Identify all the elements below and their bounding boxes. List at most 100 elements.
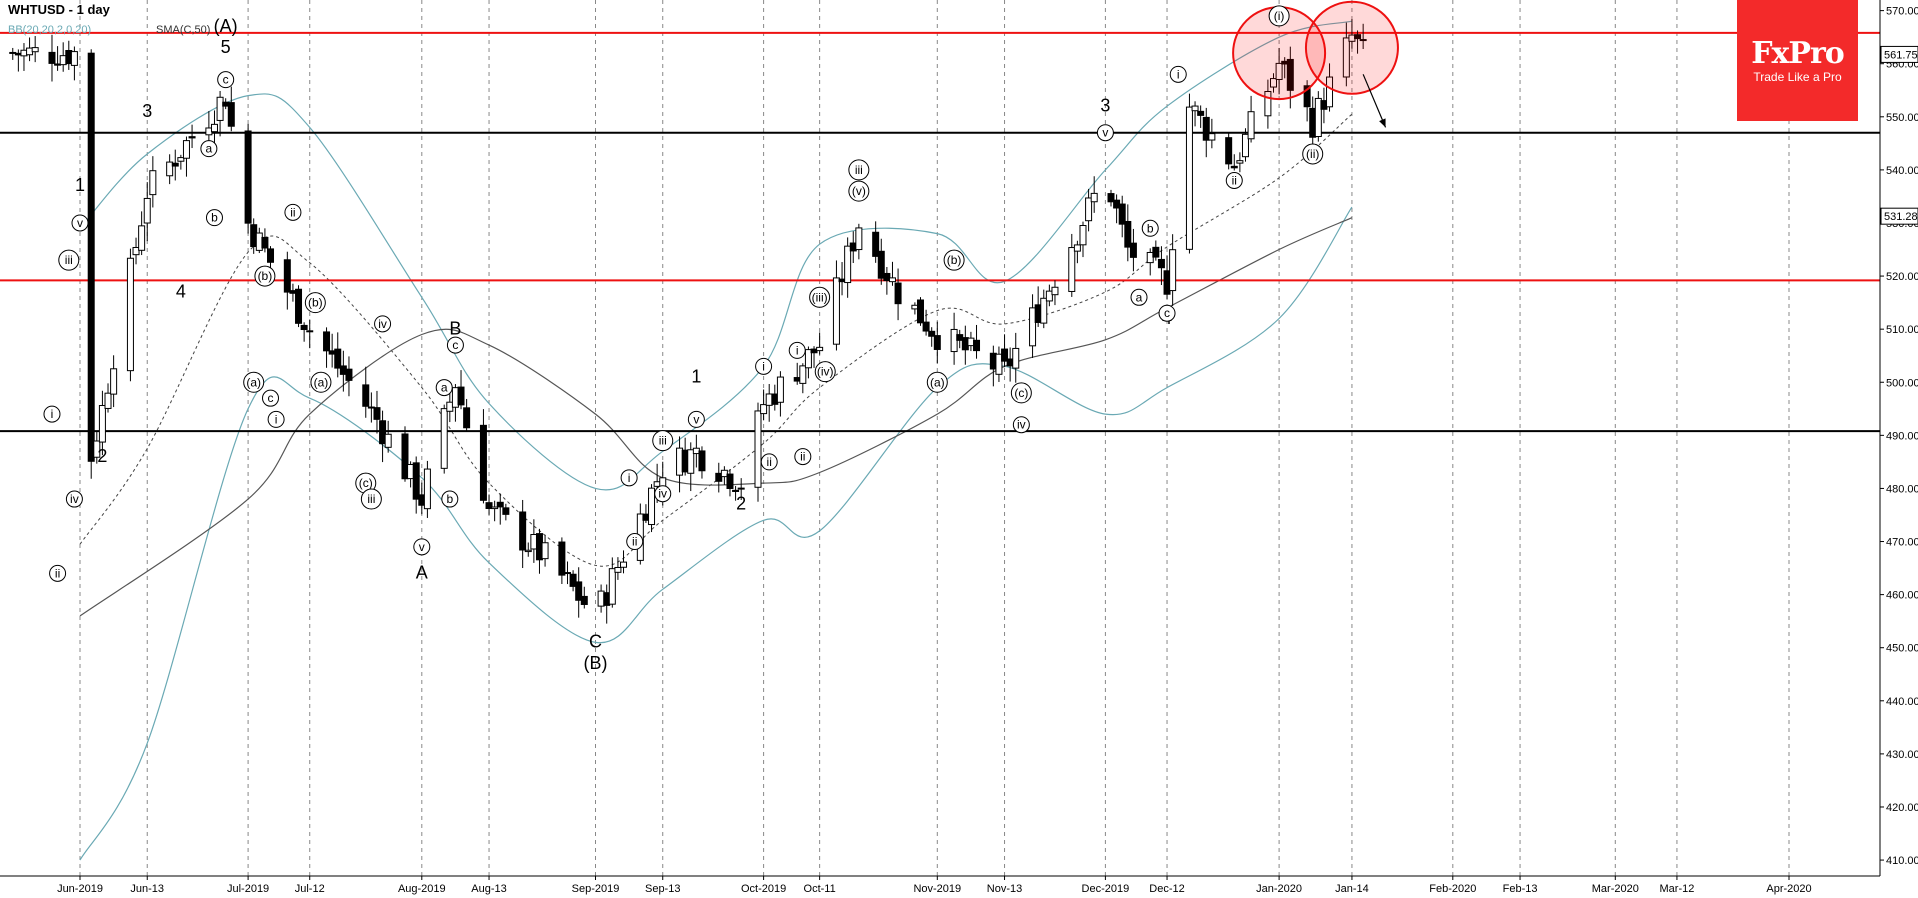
candle-down bbox=[306, 330, 314, 333]
circled-wave-label: ii bbox=[767, 455, 772, 469]
candle-down bbox=[463, 407, 471, 429]
candle-down bbox=[412, 462, 420, 500]
circled-wave-label: (iv) bbox=[817, 365, 834, 379]
candle-up bbox=[1359, 39, 1367, 42]
candle-up bbox=[648, 487, 656, 526]
candle-up bbox=[255, 232, 263, 251]
candle-down bbox=[1129, 242, 1137, 258]
candle-down bbox=[300, 324, 308, 331]
circled-wave-label: c bbox=[223, 73, 229, 87]
candle-up bbox=[216, 96, 224, 121]
candle-down bbox=[715, 472, 723, 482]
price-label-box bbox=[1880, 45, 1918, 63]
candle-down bbox=[362, 384, 370, 407]
candle-up bbox=[614, 566, 622, 573]
highlight-circle bbox=[1304, 0, 1399, 95]
wave-circle bbox=[446, 336, 464, 354]
circled-wave-label: b bbox=[1147, 221, 1154, 235]
candle-down bbox=[580, 595, 588, 605]
projection-arrow-head bbox=[1379, 118, 1386, 128]
wave-label: 4 bbox=[176, 281, 186, 301]
candle-down bbox=[989, 352, 997, 370]
wave-circle bbox=[943, 249, 965, 271]
candle-up bbox=[765, 393, 773, 406]
wave-circle bbox=[1268, 5, 1290, 27]
candle-up bbox=[950, 328, 958, 353]
candle-up bbox=[1012, 347, 1020, 369]
candle-up bbox=[205, 127, 213, 136]
candle-up bbox=[132, 246, 140, 256]
candle-down bbox=[535, 533, 543, 561]
candle-down bbox=[1001, 348, 1009, 362]
candle-up bbox=[104, 392, 112, 409]
x-tick-label: Apr-2020 bbox=[1766, 883, 1811, 895]
candle-down bbox=[973, 339, 981, 352]
candle-down bbox=[793, 377, 801, 382]
wave-circle bbox=[760, 453, 778, 471]
wave-circle bbox=[687, 410, 705, 428]
x-tick-label: Aug-2019 bbox=[398, 883, 446, 895]
circled-wave-label: i bbox=[51, 407, 54, 421]
circled-wave-label: (c) bbox=[359, 476, 373, 490]
candle-down bbox=[519, 511, 527, 551]
wave-circle bbox=[814, 361, 836, 383]
y-tick-label: 470.00 bbox=[1886, 537, 1918, 549]
candle-down bbox=[894, 282, 902, 305]
candle-down bbox=[849, 242, 857, 252]
candle-up bbox=[760, 404, 768, 415]
logo-tagline: Trade Like a Pro bbox=[1753, 70, 1842, 84]
candle-up bbox=[110, 368, 118, 395]
candle-down bbox=[1197, 110, 1205, 116]
candle-down bbox=[227, 102, 235, 127]
candle-down bbox=[261, 236, 269, 249]
candle-down bbox=[1309, 107, 1317, 138]
circled-wave-label: (c) bbox=[1014, 386, 1028, 400]
candle-down bbox=[1034, 304, 1042, 323]
x-tick-label: Sep-13 bbox=[645, 883, 680, 895]
wave-circle bbox=[809, 286, 831, 308]
candle-down bbox=[1163, 270, 1171, 295]
circled-wave-label: (a) bbox=[930, 375, 945, 389]
candle-up bbox=[967, 337, 975, 347]
circled-wave-label: c bbox=[268, 391, 274, 405]
wave-circle bbox=[926, 371, 948, 393]
wave-circle bbox=[435, 379, 453, 397]
candle-down bbox=[771, 393, 779, 405]
wave-circle bbox=[71, 214, 89, 232]
y-tick-label: 540.00 bbox=[1886, 165, 1918, 177]
circled-wave-label: a bbox=[1136, 290, 1143, 304]
candle-down bbox=[732, 489, 740, 492]
candle-down bbox=[1107, 193, 1115, 203]
wave-circle bbox=[1010, 382, 1032, 404]
sma-50-line bbox=[79, 217, 1353, 617]
candle-up bbox=[126, 257, 134, 372]
circled-wave-label: iv bbox=[378, 317, 387, 331]
wave-circle bbox=[755, 357, 773, 375]
candle-up bbox=[70, 51, 78, 66]
circled-wave-label: i bbox=[275, 412, 278, 426]
candle-down bbox=[244, 130, 252, 224]
wave-label: 2 bbox=[736, 494, 746, 514]
candle-down bbox=[933, 335, 941, 350]
circled-wave-label: v bbox=[1102, 126, 1108, 140]
y-tick-label: 450.00 bbox=[1886, 643, 1918, 655]
candle-down bbox=[681, 449, 689, 473]
circled-wave-label: (v) bbox=[852, 184, 866, 198]
wave-circle bbox=[58, 249, 80, 271]
wave-circle bbox=[267, 410, 285, 428]
candle-down bbox=[883, 272, 891, 282]
price-label: 531.28 bbox=[1884, 211, 1918, 223]
candle-down bbox=[1118, 203, 1126, 225]
wave-circle bbox=[654, 485, 672, 503]
candle-down bbox=[642, 513, 650, 521]
candle-up bbox=[93, 440, 101, 458]
y-tick-label: 460.00 bbox=[1886, 590, 1918, 602]
wave-circle bbox=[620, 469, 638, 487]
candle-down bbox=[877, 250, 885, 279]
wave-circle bbox=[65, 490, 83, 508]
candle-up bbox=[31, 47, 39, 53]
candle-up bbox=[491, 506, 499, 510]
candle-down bbox=[1230, 165, 1238, 169]
candle-up bbox=[1247, 111, 1255, 140]
circled-wave-label: (iii) bbox=[812, 290, 828, 304]
